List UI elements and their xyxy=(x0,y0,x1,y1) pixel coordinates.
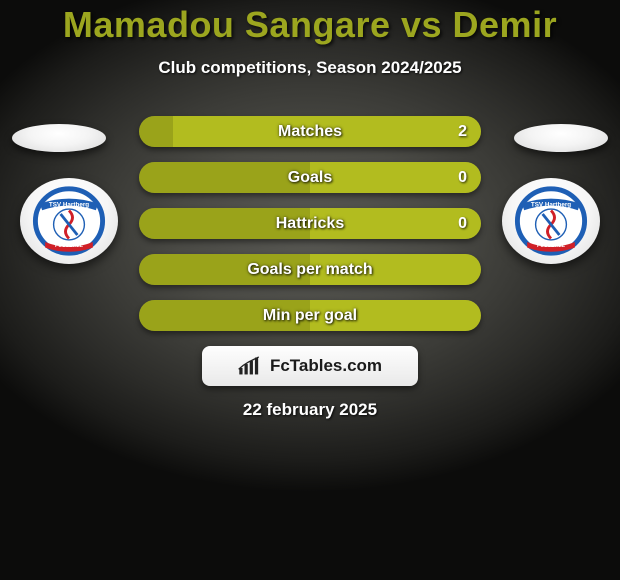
watermark-text: FcTables.com xyxy=(270,356,382,376)
watermark: FcTables.com xyxy=(202,346,418,386)
chart-icon xyxy=(238,356,264,376)
stat-bar-right xyxy=(173,116,481,147)
stat-bar: 0Goals xyxy=(139,162,481,193)
stat-bar: Min per goal xyxy=(139,300,481,331)
stat-bar: 2Matches xyxy=(139,116,481,147)
stat-bar-right xyxy=(310,162,481,193)
stat-bar-left xyxy=(139,162,310,193)
stat-bar-left xyxy=(139,208,310,239)
stat-bar-right xyxy=(310,300,481,331)
stat-bar-right xyxy=(310,208,481,239)
stat-bar-right xyxy=(310,254,481,285)
stat-bar: 0Hattricks xyxy=(139,208,481,239)
comparison-bars: 2Matches 0Goals 0Hattricks Goals per match M… xyxy=(139,116,481,331)
stat-bar-left xyxy=(139,116,173,147)
date-text: 22 february 2025 xyxy=(0,400,620,420)
stat-bar-left xyxy=(139,300,310,331)
stat-bar: Goals per match xyxy=(139,254,481,285)
page-title: Mamadou Sangare vs Demir xyxy=(0,4,620,46)
subtitle: Club competitions, Season 2024/2025 xyxy=(0,58,620,78)
stat-bar-left xyxy=(139,254,310,285)
